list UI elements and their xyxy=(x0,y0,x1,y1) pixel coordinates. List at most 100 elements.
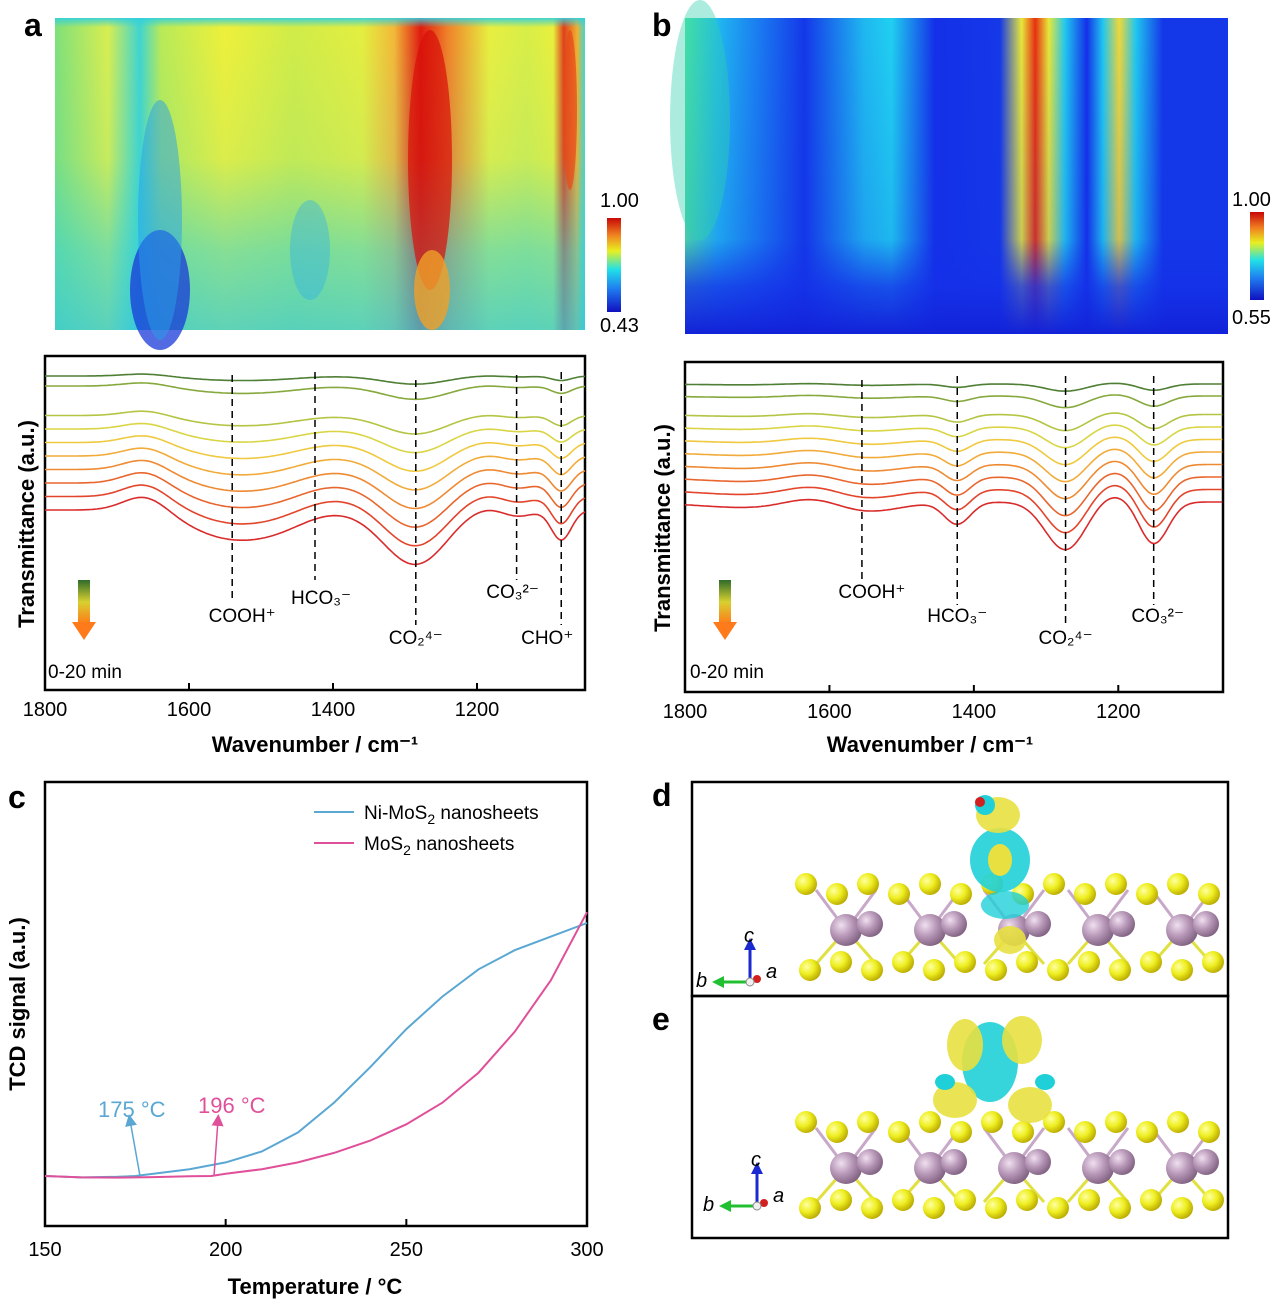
x-tick-label: 1800 xyxy=(23,699,68,721)
peak-label: CO₂⁴⁻ xyxy=(389,628,443,649)
y-axis-title-b: Transmittance (a.u.) xyxy=(650,424,675,632)
molybdenum-atom xyxy=(1082,914,1114,946)
molybdenum-atom xyxy=(857,911,883,937)
molybdenum-atom xyxy=(1025,1149,1051,1175)
sulfur-atom xyxy=(1198,1121,1220,1143)
heatmap-b xyxy=(670,0,1228,334)
sulfur-atom xyxy=(1105,1111,1127,1133)
panel-label-b: b xyxy=(652,7,672,43)
x-tick-label: 300 xyxy=(570,1239,603,1261)
panel-label-e: e xyxy=(652,1001,670,1037)
legend-c: Ni-MoS2 nanosheets MoS2 nanosheets xyxy=(314,803,539,858)
axis-triad-d: c b a xyxy=(696,925,777,992)
charge-density-yellow xyxy=(947,1019,983,1071)
charge-density-yellow xyxy=(933,1082,977,1118)
sulfur-atom xyxy=(1047,1197,1069,1219)
charge-density-yellow xyxy=(994,926,1026,954)
sulfur-atom xyxy=(950,1121,972,1143)
x-axis-title-c: Temperature / °C xyxy=(228,1274,403,1299)
legend-label-ni-mos2: Ni-MoS2 nanosheets xyxy=(364,803,539,827)
peak-label: CHO⁺ xyxy=(521,628,573,649)
spectrum-line xyxy=(685,382,1223,392)
oxygen-atom xyxy=(975,797,985,807)
spectrum-line xyxy=(684,412,1223,432)
sulfur-atom xyxy=(1140,1189,1162,1211)
sulfur-atom xyxy=(1136,1121,1158,1143)
sulfur-atom xyxy=(826,883,848,905)
peak-label: HCO₃⁻ xyxy=(291,588,351,609)
sulfur-atom xyxy=(888,883,910,905)
spectrum-line xyxy=(684,436,1223,466)
molybdenum-atom xyxy=(914,914,946,946)
y-axis-title-c: TCD signal (a.u.) xyxy=(5,917,30,1091)
axis-a-label-e: a xyxy=(773,1185,784,1207)
legend-label-mos2: MoS2 nanosheets xyxy=(364,834,514,858)
sulfur-atom xyxy=(795,1111,817,1133)
panel-label-c: c xyxy=(8,779,26,815)
sulfur-atom xyxy=(1078,951,1100,973)
axis-b-label-d: b xyxy=(696,970,707,992)
axis-a-arrow-e xyxy=(760,1199,768,1207)
sulfur-atom xyxy=(1136,883,1158,905)
molybdenum-atom xyxy=(1109,911,1135,937)
series-ni-mos2 xyxy=(44,922,588,1179)
x-tick-label: 1400 xyxy=(952,701,997,723)
molybdenum-atom xyxy=(998,1152,1030,1184)
sulfur-atom xyxy=(985,959,1007,981)
spectra-panel-b: COOH⁺ HCO₃⁻ CO₂⁴⁻ CO₃²⁻ 1800 1600 1400 1200 0-… xyxy=(650,360,1225,757)
sulfur-atom xyxy=(1016,951,1038,973)
structure-e xyxy=(795,1016,1224,1219)
axis-a-arrow-d xyxy=(753,975,761,983)
charge-density-cyan xyxy=(1035,1074,1055,1090)
sulfur-atom xyxy=(1140,951,1162,973)
molybdenum-atom xyxy=(1166,1152,1198,1184)
x-tick-label: 1600 xyxy=(807,701,852,723)
molybdenum-atom xyxy=(941,1149,967,1175)
sulfur-atom xyxy=(1109,959,1131,981)
sulfur-atom xyxy=(857,873,879,895)
spectrum-line xyxy=(45,472,586,528)
sulfur-atom xyxy=(799,1197,821,1219)
x-axis-title-b: Wavenumber / cm⁻¹ xyxy=(827,732,1033,757)
x-tick-label: 150 xyxy=(28,1239,61,1261)
annotation-175: 175 °C xyxy=(98,1097,166,1122)
axis-c-label-e: c xyxy=(751,1149,761,1171)
spectrum-line xyxy=(685,394,1223,409)
annotation-196: 196 °C xyxy=(198,1093,266,1118)
sulfur-atom xyxy=(981,1111,1003,1133)
sulfur-atom xyxy=(1109,1197,1131,1219)
molybdenum-atom xyxy=(1109,1149,1135,1175)
sulfur-atom xyxy=(985,1197,1007,1219)
series-mos2 xyxy=(44,911,588,1179)
sulfur-atom xyxy=(799,959,821,981)
axis-b-label-e: b xyxy=(703,1194,714,1216)
sulfur-atom xyxy=(919,1111,941,1133)
sulfur-atom xyxy=(1167,1111,1189,1133)
sulfur-atom xyxy=(950,883,972,905)
sulfur-atom xyxy=(795,873,817,895)
sulfur-atom xyxy=(888,1121,910,1143)
spectrum-line xyxy=(684,497,1223,551)
time-arrow-b xyxy=(719,580,731,624)
colorbar-a: 1.00 0.43 xyxy=(600,190,639,337)
charge-density-cyan xyxy=(981,891,1029,919)
molybdenum-atom xyxy=(941,911,967,937)
x-axis-title-a: Wavenumber / cm⁻¹ xyxy=(212,732,418,757)
x-tick-label: 200 xyxy=(209,1239,242,1261)
colorbar-b: 1.00 0.55 xyxy=(1232,189,1271,329)
sulfur-atom xyxy=(861,959,883,981)
axis-triad-e: c b a xyxy=(703,1149,784,1216)
sulfur-atom xyxy=(892,951,914,973)
peak-label: COOH⁺ xyxy=(838,582,905,603)
tcd-panel-c: 150 200 250 300 Ni-MoS2 nanosheets MoS2 nan… xyxy=(5,780,604,1299)
spectrum-line xyxy=(45,410,586,435)
x-tick-label: 1200 xyxy=(455,699,500,721)
spectra-panel-a: COOH⁺ HCO₃⁻ CO₂⁴⁻ CO₃²⁻ CHO⁺ 1800 1600 1400 120… xyxy=(14,354,587,757)
sulfur-atom xyxy=(861,1197,883,1219)
y-axis-title-a: Transmittance (a.u.) xyxy=(14,420,39,628)
charge-density-yellow xyxy=(988,844,1012,876)
x-tick-label: 1800 xyxy=(663,701,708,723)
molybdenum-atom xyxy=(830,914,862,946)
sulfur-atom xyxy=(1202,1189,1224,1211)
sulfur-atom xyxy=(1202,951,1224,973)
